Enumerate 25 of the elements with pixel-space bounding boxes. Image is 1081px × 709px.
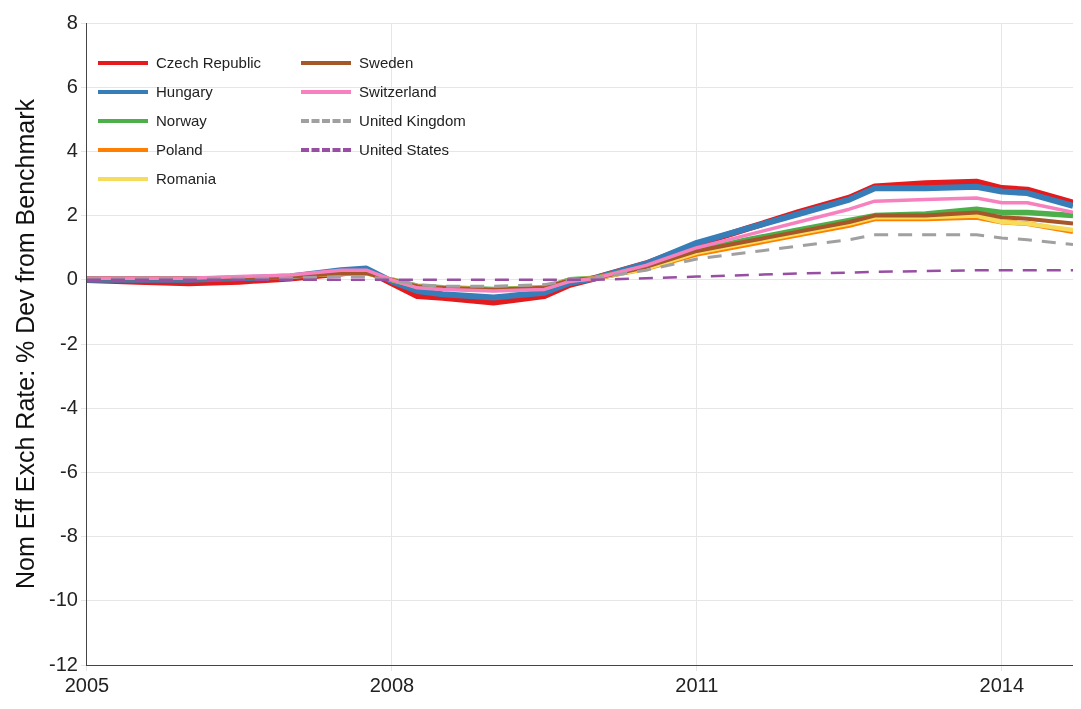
x-tick-label: 2011 <box>675 673 719 696</box>
legend-label: Hungary <box>156 83 213 100</box>
y-tick-label: 8 <box>66 10 78 33</box>
y-tick-label: 4 <box>66 138 78 161</box>
legend-label: United Kingdom <box>359 112 466 129</box>
legend-label: Romania <box>156 170 217 187</box>
y-tick-label: 6 <box>66 74 78 97</box>
x-tick-label: 2008 <box>369 673 415 696</box>
legend-label: United States <box>359 141 450 158</box>
x-tick-label: 2014 <box>979 673 1025 696</box>
y-axis-title: Nom Eff Exch Rate: % Dev from Benchmark <box>10 98 39 589</box>
y-tick-label: 2 <box>66 203 78 226</box>
legend-label: Czech Republic <box>156 54 262 71</box>
y-tick-label: -4 <box>60 395 78 418</box>
x-tick-label: 2005 <box>64 673 110 696</box>
y-tick-label: -6 <box>60 459 78 482</box>
y-tick-label: 0 <box>66 267 78 290</box>
legend-label: Switzerland <box>359 83 437 100</box>
legend-label: Sweden <box>359 54 414 71</box>
y-tick-label: -10 <box>49 588 78 611</box>
y-tick-label: -12 <box>49 652 78 675</box>
legend-label: Poland <box>156 141 203 158</box>
y-tick-label: -8 <box>60 524 78 547</box>
legend-label: Norway <box>156 112 207 129</box>
y-tick-label: -2 <box>60 331 78 354</box>
